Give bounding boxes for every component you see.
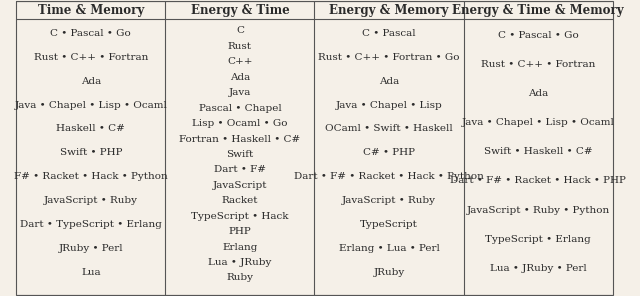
Text: Time & Memory: Time & Memory	[38, 4, 144, 17]
Text: C++: C++	[227, 57, 253, 66]
Text: Swift • Haskell • C#: Swift • Haskell • C#	[484, 147, 593, 156]
Text: JavaScript • Ruby: JavaScript • Ruby	[44, 196, 138, 205]
Text: JavaScript: JavaScript	[212, 181, 267, 190]
Text: JavaScript • Ruby: JavaScript • Ruby	[342, 196, 436, 205]
Text: C • Pascal • Go: C • Pascal • Go	[51, 29, 131, 38]
Text: JavaScript • Ruby • Python: JavaScript • Ruby • Python	[467, 205, 610, 215]
Text: Racket: Racket	[221, 196, 258, 205]
Text: Dart • F#: Dart • F#	[214, 165, 266, 174]
Text: C# • PHP: C# • PHP	[363, 148, 415, 157]
Text: C • Pascal • Go: C • Pascal • Go	[498, 30, 579, 40]
Text: Energy & Memory: Energy & Memory	[330, 4, 449, 17]
Text: Pascal • Chapel: Pascal • Chapel	[198, 104, 282, 113]
Text: Rust • C++ • Fortran: Rust • C++ • Fortran	[34, 53, 148, 62]
Text: Swift: Swift	[227, 150, 253, 159]
Text: Dart • F# • Racket • Hack • Python: Dart • F# • Racket • Hack • Python	[294, 172, 484, 181]
Text: Rust: Rust	[228, 42, 252, 51]
Text: Ada: Ada	[379, 77, 399, 86]
Text: Ruby: Ruby	[227, 274, 253, 282]
Text: Swift • PHP: Swift • PHP	[60, 148, 122, 157]
Text: Java • Chapel • Lisp • Ocaml: Java • Chapel • Lisp • Ocaml	[461, 118, 614, 127]
Text: JRuby: JRuby	[373, 268, 404, 276]
Text: Fortran • Haskell • C#: Fortran • Haskell • C#	[179, 134, 301, 144]
Text: Ada: Ada	[81, 77, 101, 86]
Text: Ada: Ada	[528, 89, 548, 98]
Text: Lua • JRuby: Lua • JRuby	[208, 258, 271, 267]
Text: PHP: PHP	[228, 227, 252, 236]
Text: Energy & Time: Energy & Time	[191, 4, 289, 17]
Text: C • Pascal: C • Pascal	[362, 29, 416, 38]
Text: Ada: Ada	[230, 73, 250, 82]
Text: Lua: Lua	[81, 268, 100, 276]
Text: JRuby • Perl: JRuby • Perl	[58, 244, 123, 253]
Text: Dart • F# • Racket • Hack • PHP: Dart • F# • Racket • Hack • PHP	[450, 176, 626, 185]
Text: TypeScript: TypeScript	[360, 220, 418, 229]
Text: F# • Racket • Hack • Python: F# • Racket • Hack • Python	[14, 172, 168, 181]
Text: OCaml • Swift • Haskell: OCaml • Swift • Haskell	[325, 124, 453, 133]
Text: Java: Java	[228, 88, 251, 97]
Text: Erlang: Erlang	[222, 242, 258, 252]
Text: Lisp • Ocaml • Go: Lisp • Ocaml • Go	[192, 119, 287, 128]
Text: Erlang • Lua • Perl: Erlang • Lua • Perl	[339, 244, 440, 253]
Text: Energy & Time & Memory: Energy & Time & Memory	[452, 4, 624, 17]
Text: Rust • C++ • Fortran • Go: Rust • C++ • Fortran • Go	[318, 53, 460, 62]
Text: TypeScript • Erlang: TypeScript • Erlang	[485, 235, 591, 244]
Text: TypeScript • Hack: TypeScript • Hack	[191, 212, 289, 221]
Text: Java • Chapel • Lisp • Ocaml: Java • Chapel • Lisp • Ocaml	[14, 101, 167, 110]
Text: Haskell • C#: Haskell • C#	[56, 124, 125, 133]
Text: Java • Chapel • Lisp: Java • Chapel • Lisp	[335, 101, 442, 110]
Text: Rust • C++ • Fortran: Rust • C++ • Fortran	[481, 60, 595, 69]
Text: Dart • TypeScript • Erlang: Dart • TypeScript • Erlang	[20, 220, 162, 229]
Text: Lua • JRuby • Perl: Lua • JRuby • Perl	[490, 264, 586, 273]
Text: C: C	[236, 26, 244, 36]
